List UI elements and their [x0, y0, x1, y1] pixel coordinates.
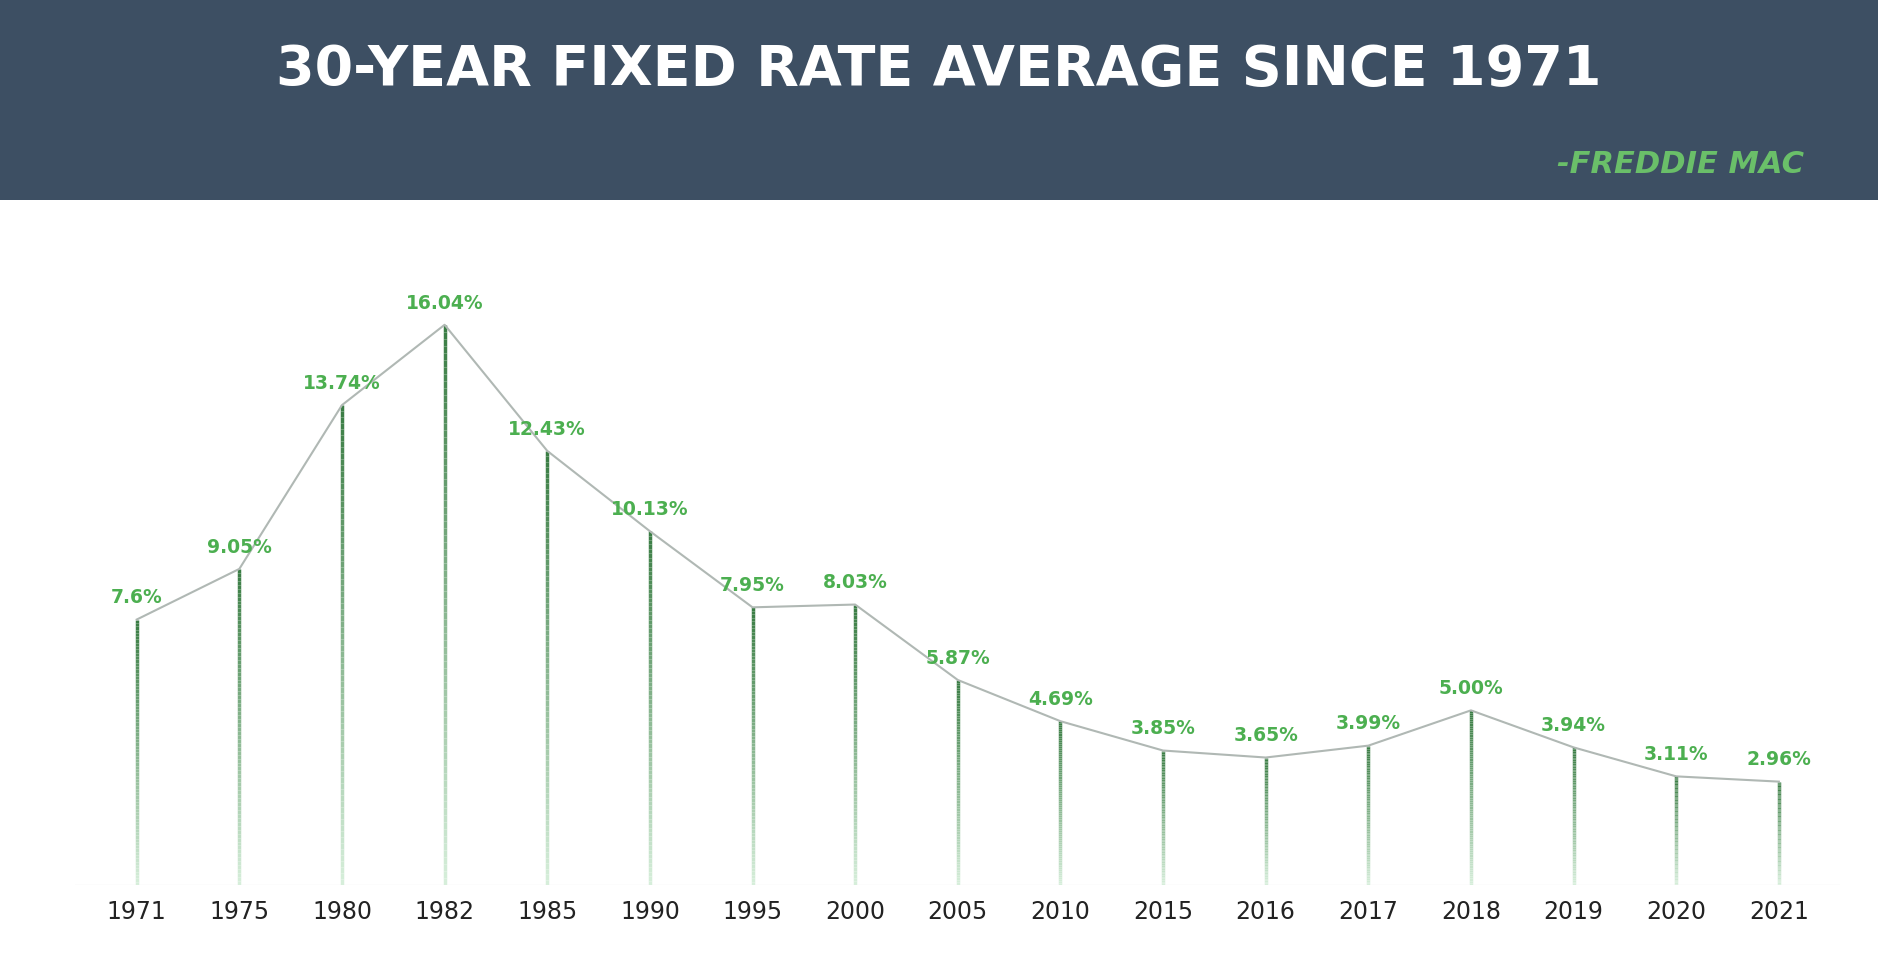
Text: 16.04%: 16.04%	[406, 293, 483, 312]
Text: 3.65%: 3.65%	[1234, 726, 1298, 744]
Text: 7.95%: 7.95%	[719, 575, 785, 595]
Text: 4.69%: 4.69%	[1027, 689, 1093, 708]
Text: 5.87%: 5.87%	[926, 648, 990, 667]
Text: 7.6%: 7.6%	[111, 588, 163, 606]
Text: 2.96%: 2.96%	[1747, 749, 1810, 769]
Text: 12.43%: 12.43%	[509, 420, 586, 438]
Text: 3.94%: 3.94%	[1542, 715, 1606, 734]
Text: 8.03%: 8.03%	[823, 573, 888, 592]
Text: 9.05%: 9.05%	[207, 537, 272, 556]
Text: 5.00%: 5.00%	[1439, 679, 1502, 697]
Text: 13.74%: 13.74%	[302, 374, 381, 392]
Text: 3.85%: 3.85%	[1131, 719, 1196, 737]
Text: -FREDDIE MAC: -FREDDIE MAC	[1557, 150, 1805, 179]
Text: 3.99%: 3.99%	[1335, 714, 1401, 733]
Text: 10.13%: 10.13%	[610, 500, 689, 518]
Text: 30-YEAR FIXED RATE AVERAGE SINCE 1971: 30-YEAR FIXED RATE AVERAGE SINCE 1971	[276, 43, 1602, 97]
Text: 3.11%: 3.11%	[1643, 744, 1709, 763]
